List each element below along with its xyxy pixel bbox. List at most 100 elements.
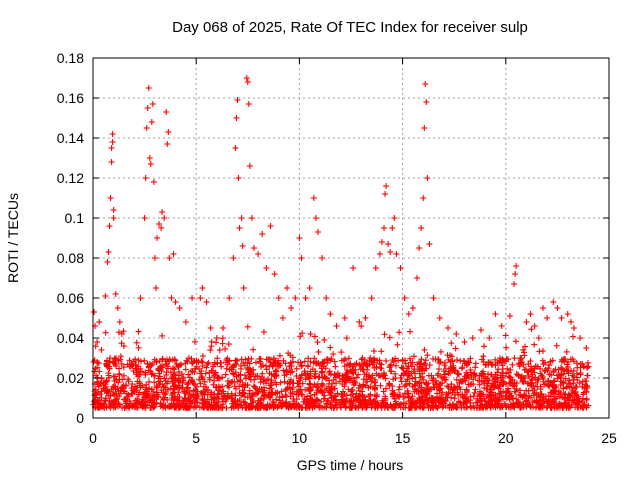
x-tick-label: 5 (192, 430, 200, 446)
data-point (477, 393, 484, 400)
data-point (252, 359, 259, 366)
data-point (256, 355, 263, 362)
data-point (147, 161, 154, 167)
data-point (345, 386, 352, 393)
data-point (455, 371, 462, 378)
data-point (371, 364, 378, 371)
data-point (314, 229, 321, 235)
data-point (246, 163, 253, 169)
data-point (96, 399, 103, 406)
data-point (533, 399, 540, 406)
data-point (405, 372, 412, 379)
data-point (158, 225, 165, 231)
data-point (382, 395, 389, 402)
data-point (308, 397, 315, 404)
data-point (240, 285, 247, 291)
data-point (566, 377, 573, 384)
data-point (545, 377, 552, 384)
data-point (200, 376, 207, 383)
data-point (226, 295, 233, 301)
data-point (324, 397, 331, 404)
data-point (369, 361, 376, 368)
data-point (222, 345, 229, 352)
data-point (481, 343, 488, 350)
data-point (186, 374, 193, 381)
data-point (144, 105, 151, 111)
data-point (301, 395, 308, 402)
data-point (116, 319, 123, 325)
data-point (416, 403, 423, 410)
data-point (460, 357, 467, 364)
data-point (231, 383, 238, 390)
data-point (163, 109, 170, 115)
data-point (159, 332, 166, 339)
data-point (458, 378, 465, 385)
data-point (499, 372, 506, 379)
data-point (118, 331, 125, 337)
data-point (327, 357, 334, 364)
data-point (433, 403, 440, 410)
data-point (259, 388, 266, 395)
data-point (522, 343, 529, 350)
data-point (189, 295, 196, 301)
data-point (376, 357, 383, 364)
data-point (219, 374, 226, 381)
data-point (489, 401, 496, 408)
data-point (327, 344, 334, 351)
data-point (133, 339, 140, 346)
data-point (522, 374, 529, 381)
data-point (397, 265, 404, 271)
data-point (248, 215, 255, 221)
data-point (355, 384, 362, 391)
data-point (433, 384, 440, 391)
data-point (267, 223, 274, 229)
data-point (98, 375, 105, 382)
data-point (467, 369, 474, 376)
data-point (486, 389, 493, 396)
data-point (404, 390, 411, 397)
data-point (125, 392, 132, 399)
data-point (167, 385, 174, 392)
data-point (203, 299, 210, 305)
data-point (105, 370, 112, 377)
data-point (567, 318, 574, 325)
data-point (123, 382, 130, 389)
data-point (497, 357, 504, 364)
data-point (319, 388, 326, 395)
data-point (360, 397, 367, 404)
data-point (381, 331, 388, 338)
data-point (253, 389, 260, 396)
data-point (513, 385, 520, 392)
data-point (360, 376, 367, 383)
data-point (498, 392, 505, 399)
data-point (470, 376, 477, 383)
data-point (289, 368, 296, 375)
data-point (396, 329, 403, 336)
data-point (583, 382, 590, 389)
data-point (580, 391, 587, 398)
data-point (310, 384, 317, 391)
data-point (449, 389, 456, 396)
data-point (169, 392, 176, 399)
data-point (368, 295, 375, 301)
data-point (388, 361, 395, 368)
data-point (411, 353, 418, 360)
data-point (214, 360, 221, 367)
data-point (362, 315, 369, 321)
data-point (266, 402, 273, 409)
data-point (219, 388, 226, 395)
data-point (167, 403, 174, 410)
data-point (165, 129, 172, 135)
data-point (205, 387, 212, 394)
data-point (244, 79, 251, 85)
data-point (553, 404, 560, 411)
data-point (126, 398, 133, 405)
data-point (383, 183, 390, 189)
data-point (366, 357, 373, 364)
data-point (421, 346, 428, 353)
data-point (498, 323, 505, 329)
data-point (419, 401, 426, 408)
data-point (145, 378, 152, 385)
data-point (305, 374, 312, 381)
data-point (160, 384, 167, 391)
